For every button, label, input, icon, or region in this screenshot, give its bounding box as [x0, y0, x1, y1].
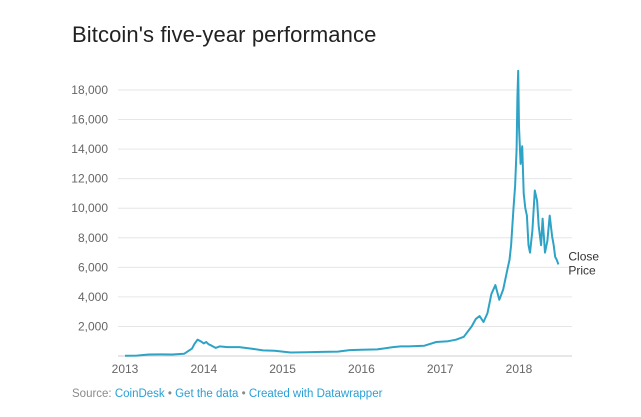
y-tick-label: 14,000: [71, 142, 108, 156]
footer-separator: •: [164, 388, 176, 400]
chart-title: Bitcoin's five-year performance: [72, 22, 377, 47]
y-axis-ticks: 2,000 4,000 6,000 8,000 10,000 12,000 14,000 16…: [71, 83, 108, 333]
y-tick-label: 8,000: [78, 231, 108, 245]
x-axis-ticks: 2013 2014 2015 2016 2017 2018: [112, 362, 533, 376]
x-tick-label: 2016: [348, 362, 375, 376]
y-tick-label: 18,000: [71, 83, 108, 97]
datawrapper-link[interactable]: Created with Datawrapper: [248, 388, 383, 400]
y-tick-label: 10,000: [71, 201, 108, 215]
chart-footer: Source: CoinDesk • Get the data • Create…: [72, 388, 382, 400]
y-tick-label: 16,000: [71, 113, 108, 127]
series-label: Price: [568, 263, 596, 277]
y-tick-label: 2,000: [78, 319, 108, 333]
x-tick-label: 2018: [506, 362, 533, 376]
x-tick-label: 2013: [112, 362, 139, 376]
grid-lines: [118, 89, 572, 327]
get-data-link[interactable]: Get the data: [175, 388, 239, 400]
x-tick-label: 2015: [269, 362, 296, 376]
x-tick-label: 2017: [427, 362, 454, 376]
series-line-close-price: [124, 69, 560, 357]
series-layer: [124, 69, 560, 357]
footer-separator: •: [238, 388, 249, 400]
y-tick-label: 6,000: [78, 260, 108, 274]
source-link[interactable]: CoinDesk: [114, 388, 165, 400]
footer-source-prefix: Source:: [72, 388, 115, 400]
x-tick-label: 2014: [190, 362, 217, 376]
series-label: Close: [568, 249, 599, 263]
y-tick-label: 4,000: [78, 290, 108, 304]
y-tick-label: 12,000: [71, 172, 108, 186]
